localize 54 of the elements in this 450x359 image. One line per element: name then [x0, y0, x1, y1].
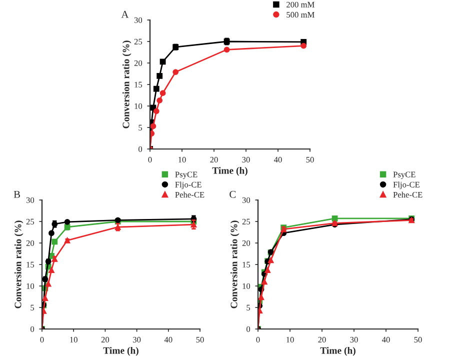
- y-tick-label: 30: [26, 197, 34, 203]
- x-tick-label: 0: [40, 336, 44, 343]
- y-tick-label: 0: [246, 326, 250, 332]
- y-axis-title: Conversion ratio (%): [122, 40, 132, 128]
- y-tick-label: 15: [242, 262, 250, 268]
- x-tick-label: 10: [178, 156, 186, 163]
- legend-label: PsyCE: [175, 172, 198, 180]
- text: A: [121, 10, 129, 18]
- x-tick-label: 20: [101, 336, 110, 343]
- x-axis-title: Time (h): [212, 166, 248, 176]
- y-tick-label: 0: [30, 326, 34, 332]
- y-axis-title: Conversion ratio (%): [14, 220, 24, 308]
- x-tick-label: 0: [256, 336, 260, 343]
- x-tick-label: 10: [286, 336, 294, 343]
- legend-label: Fljo-CE: [393, 182, 420, 190]
- x-tick-label: 50: [306, 156, 314, 163]
- y-tick-label: 20: [242, 240, 250, 246]
- x-tick-label: 50: [196, 336, 204, 343]
- x-tick-label: 20: [210, 156, 218, 163]
- y-tick-label: 25: [242, 218, 250, 224]
- y-tick-label: 10: [242, 283, 250, 289]
- y-tick-label: 30: [242, 197, 250, 203]
- x-tick-label: 0: [148, 156, 152, 163]
- x-axis-title: Time (h): [320, 346, 356, 356]
- legend-label: Pehe-CE: [175, 192, 204, 198]
- y-tick-label: 30: [134, 17, 142, 23]
- x-tick-label: 10: [70, 336, 78, 343]
- legend-label: 200 mM: [286, 2, 314, 8]
- y-tick-label: 15: [134, 82, 142, 88]
- y-axis-title: Conversion ratio (%): [230, 220, 240, 308]
- legend-label: PsyCE: [393, 172, 416, 180]
- y-tick-label: 25: [26, 218, 34, 224]
- text: B: [14, 190, 20, 198]
- x-tick-label: 40: [274, 156, 282, 163]
- y-tick-label: 20: [26, 240, 34, 246]
- x-tick-label: 20: [318, 336, 326, 343]
- y-tick-label: 5: [138, 124, 142, 130]
- y-tick-label: 15: [26, 262, 34, 268]
- legend-label: 500 mM: [286, 12, 314, 18]
- x-axis-title: Time (h): [103, 346, 138, 356]
- x-tick-label: 40: [382, 336, 390, 343]
- legend-label: Fljo-CE: [175, 182, 202, 190]
- legend-label: Pehe-CE: [393, 192, 422, 198]
- y-tick-label: 10: [134, 103, 142, 109]
- y-tick-label: 25: [134, 38, 142, 44]
- y-tick-label: 20: [134, 60, 142, 66]
- y-tick-label: 5: [246, 304, 250, 310]
- x-tick-label: 50: [414, 336, 422, 343]
- y-tick-label: 0: [138, 146, 142, 152]
- text: C: [230, 190, 236, 198]
- x-tick-label: 30: [350, 336, 358, 343]
- x-tick-label: 40: [164, 336, 172, 343]
- y-tick-label: 10: [26, 283, 34, 289]
- y-tick-label: 5: [30, 304, 34, 310]
